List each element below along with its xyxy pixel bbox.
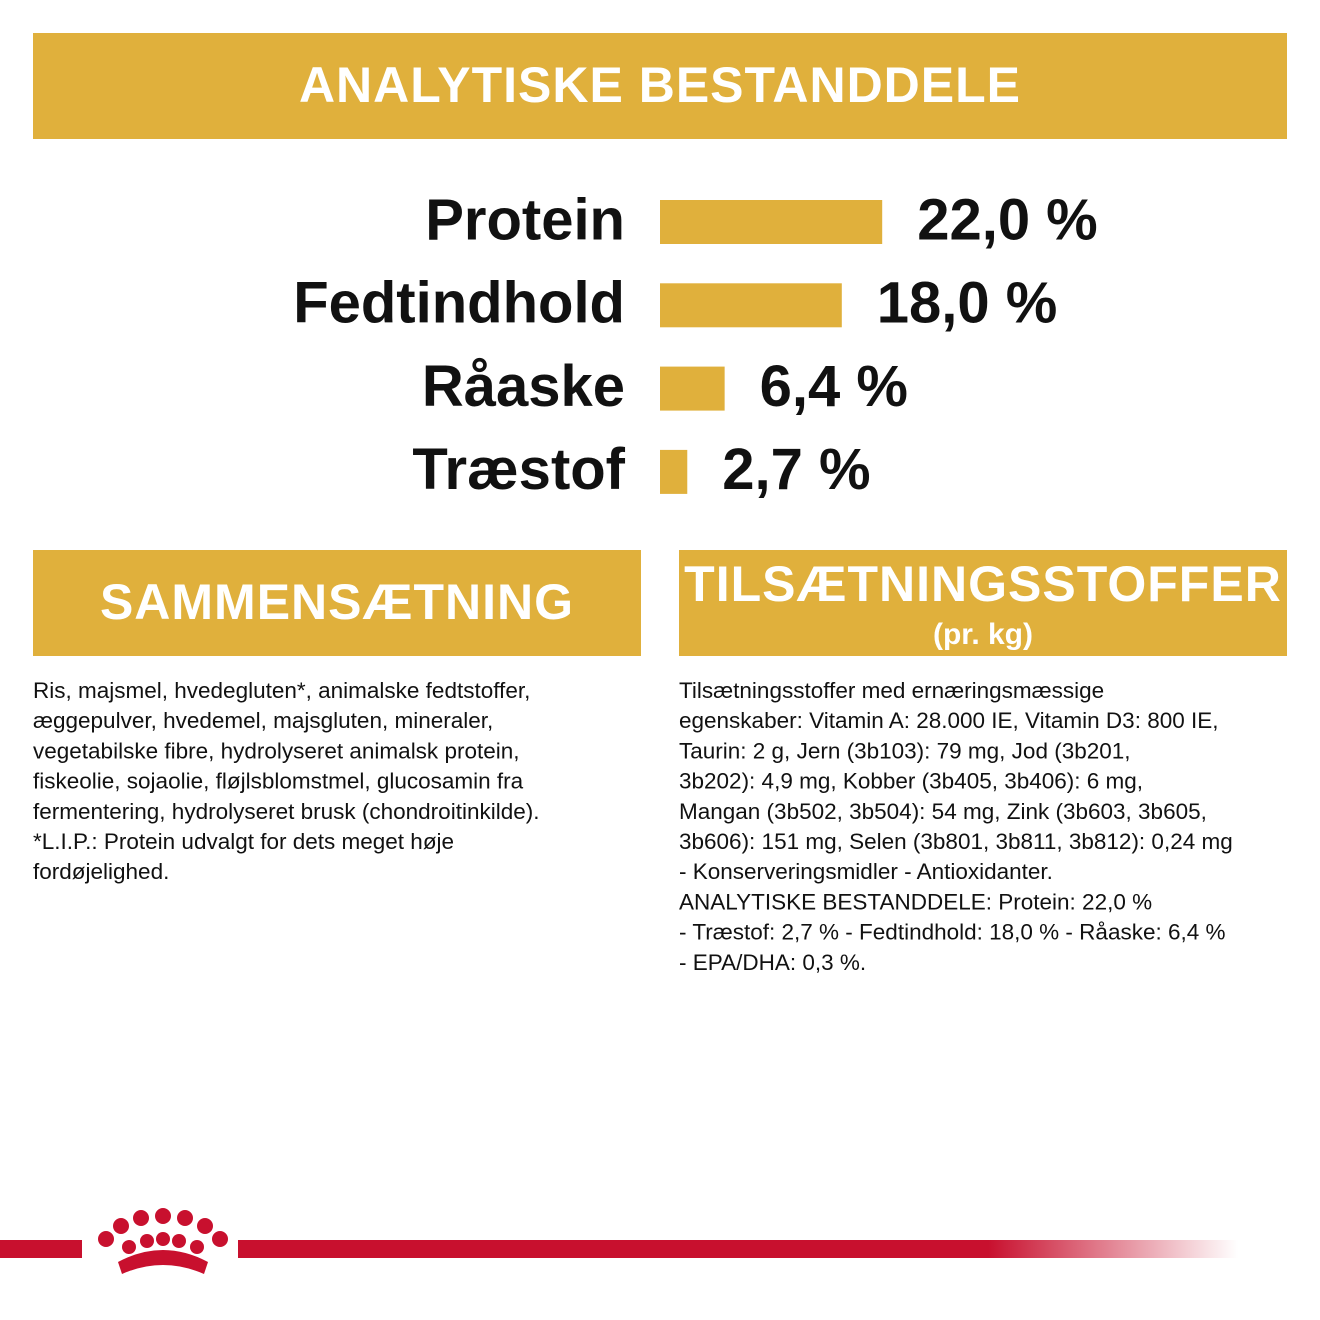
value-label: 18,0 %	[877, 271, 1058, 336]
body-line: fermentering, hydrolyseret brusk (chondr…	[33, 799, 539, 824]
body-line: fiskeolie, sojaolie, fløjlsblomstmel, gl…	[33, 769, 524, 794]
header-title: ANALYTISKE BESTANDDELE	[299, 57, 1021, 113]
body-line: ANALYTISKE BESTANDDELE: Protein: 22,0 %	[679, 889, 1152, 914]
footer-line	[0, 1240, 82, 1258]
value-label: 6,4 %	[760, 354, 908, 419]
category-label: Råaske	[422, 354, 625, 419]
header-banner	[33, 33, 1287, 139]
value-label: 2,7 %	[722, 437, 870, 502]
body-line: 3b606): 151 mg, Selen (3b801, 3b811, 3b8…	[679, 829, 1233, 854]
body-line: 3b202): 4,9 mg, Kobber (3b405, 3b406): 6…	[679, 769, 1143, 794]
body-line: egenskaber: Vitamin A: 28.000 IE, Vitami…	[679, 708, 1219, 733]
logo	[98, 1208, 228, 1274]
body-line: - EPA/DHA: 0,3 %.	[679, 950, 866, 975]
bar	[660, 200, 883, 244]
body-line: æggepulver, hvedemel, majsgluten, minera…	[33, 708, 493, 733]
body-line: vegetabilske fibre, hydrolyseret animals…	[33, 738, 520, 763]
composition-banner	[33, 550, 641, 656]
body-line: Tilsætningsstoffer med ernæringsmæssige	[679, 678, 1104, 703]
body-line: Taurin: 2 g, Jern (3b103): 79 mg, Jod (3…	[679, 738, 1131, 763]
value-label: 22,0 %	[917, 187, 1098, 252]
category-label: Træstof	[412, 437, 625, 502]
body-line: *L.I.P.: Protein udvalgt for dets meget …	[33, 829, 454, 854]
category-label: Fedtindhold	[293, 271, 625, 336]
additives-subtitle: (pr. kg)	[933, 618, 1033, 651]
footer-line	[238, 1240, 1238, 1258]
body-line: Mangan (3b502, 3b504): 54 mg, Zink (3b60…	[679, 799, 1207, 824]
composition-title: SAMMENSÆTNING	[100, 574, 574, 630]
bar	[660, 283, 842, 328]
additives-title: TILSÆTNINGSSTOFFER	[684, 556, 1282, 612]
category-label: Protein	[425, 187, 625, 252]
bar	[660, 449, 688, 494]
body-line: Ris, majsmel, hvedegluten*, animalske fe…	[33, 678, 530, 703]
body-line: - Konserveringsmidler - Antioxidanter.	[679, 859, 1053, 884]
body-line: - Træstof: 2,7 % - Fedtindhold: 18,0 % -…	[679, 920, 1226, 945]
bar	[660, 366, 725, 411]
additives-banner	[679, 550, 1287, 656]
body-line: fordøjelighed.	[33, 859, 169, 884]
